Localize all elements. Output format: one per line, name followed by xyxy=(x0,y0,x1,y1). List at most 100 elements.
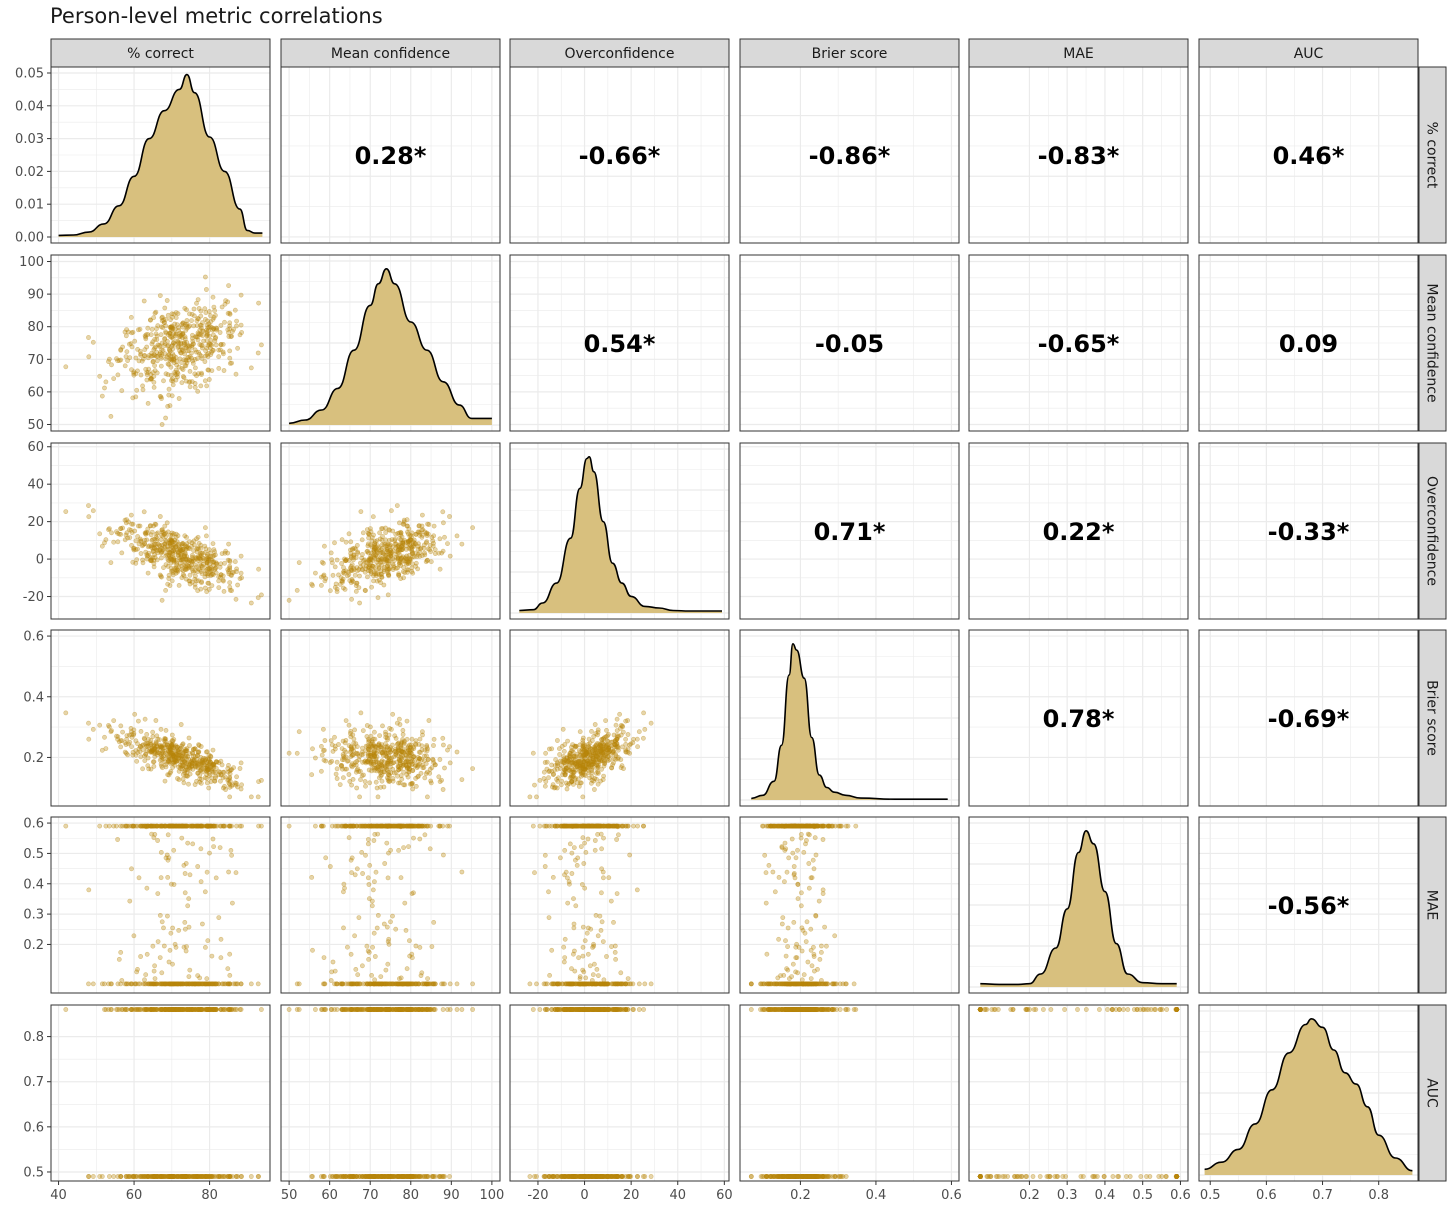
scatter-point xyxy=(202,585,208,591)
scatter-point xyxy=(600,741,606,747)
scatter-point xyxy=(158,555,164,561)
scatter-point xyxy=(180,331,186,337)
scatter-point xyxy=(185,348,190,354)
scatter-point xyxy=(394,981,400,987)
scatter-point xyxy=(391,565,397,570)
scatter-point xyxy=(129,530,135,535)
scatter-point xyxy=(785,925,791,931)
scatter-point xyxy=(580,735,586,741)
scatter-point xyxy=(394,720,400,726)
scatter-point xyxy=(207,759,213,765)
scatter-point xyxy=(597,913,603,919)
scatter-point xyxy=(590,755,596,761)
scatter-point xyxy=(377,763,383,768)
panel-r1-c5: -0.83* xyxy=(968,66,1189,244)
scatter-point xyxy=(360,728,366,733)
scatter-point xyxy=(440,735,446,741)
scatter-point xyxy=(346,531,352,537)
scatter-point xyxy=(576,784,582,789)
scatter-point xyxy=(182,351,188,357)
scatter-point xyxy=(558,782,564,788)
scatter-point xyxy=(196,566,201,572)
scatter-point xyxy=(135,368,140,374)
scatter-point xyxy=(127,535,133,540)
scatter-point xyxy=(167,740,173,746)
scatter-point xyxy=(374,768,380,774)
scatter-point xyxy=(369,535,375,540)
scatter-point xyxy=(173,354,179,360)
scatter-point xyxy=(157,955,163,960)
scatter-point xyxy=(609,944,614,949)
scatter-point xyxy=(195,973,201,978)
scatter-point xyxy=(400,823,406,829)
scatter-point xyxy=(369,584,374,590)
scatter-point xyxy=(396,571,401,577)
scatter-point xyxy=(163,330,169,336)
scatter-point xyxy=(204,332,210,338)
scatter-point xyxy=(151,545,157,550)
scatter-point xyxy=(182,748,188,754)
scatter-point xyxy=(589,766,595,772)
scatter-point xyxy=(365,875,371,881)
scatter-point xyxy=(157,514,163,519)
scatter-point xyxy=(332,968,338,974)
scatter-point xyxy=(167,333,173,339)
scatter-point xyxy=(440,852,446,858)
scatter-point xyxy=(410,768,416,773)
scatter-point xyxy=(403,928,409,933)
scatter-point xyxy=(208,352,214,357)
scatter-point xyxy=(214,327,219,333)
scatter-point xyxy=(347,731,353,736)
scatter-point xyxy=(197,327,203,333)
scatter-point xyxy=(318,823,324,829)
scatter-point xyxy=(150,359,156,365)
scatter-point xyxy=(180,320,186,326)
scatter-point xyxy=(248,981,254,987)
scatter-point xyxy=(595,832,600,837)
scatter-point xyxy=(99,543,105,549)
scatter-point xyxy=(210,316,216,322)
scatter-point xyxy=(135,967,140,972)
scatter-point xyxy=(226,869,231,875)
scatter-point xyxy=(186,565,192,571)
scatter-point xyxy=(229,900,235,906)
scatter-point xyxy=(191,756,197,762)
scatter-point xyxy=(167,331,173,336)
scatter-point xyxy=(114,733,119,739)
scatter-point xyxy=(547,973,552,978)
scatter-point xyxy=(211,547,217,552)
scatter-point xyxy=(470,525,475,531)
scatter-point xyxy=(354,785,360,791)
scatter-point xyxy=(140,557,145,563)
scatter-point xyxy=(593,745,599,751)
scatter-point xyxy=(425,981,431,987)
scatter-point xyxy=(129,330,135,336)
scatter-point xyxy=(225,766,231,771)
scatter-point xyxy=(221,368,227,373)
scatter-point xyxy=(114,529,119,534)
scatter-point xyxy=(388,508,394,514)
scatter-point xyxy=(198,322,204,328)
scatter-point xyxy=(586,762,592,768)
scatter-point xyxy=(123,532,129,538)
scatter-point xyxy=(440,823,446,829)
scatter-point xyxy=(199,580,204,586)
scatter-point xyxy=(152,336,158,342)
scatter-point xyxy=(569,871,575,876)
scatter-point xyxy=(339,537,345,543)
scatter-point xyxy=(342,885,347,891)
scatter-point xyxy=(391,770,397,776)
scatter-point xyxy=(162,351,168,356)
scatter-point xyxy=(365,837,371,842)
scatter-point xyxy=(103,537,109,543)
scatter-point xyxy=(353,967,359,972)
scatter-point xyxy=(584,751,589,756)
scatter-point xyxy=(400,545,406,551)
scatter-point xyxy=(780,915,786,920)
scatter-point xyxy=(138,954,143,959)
scatter-point xyxy=(396,848,401,853)
scatter-point xyxy=(561,959,567,965)
scatter-point xyxy=(256,300,261,306)
scatter-point xyxy=(566,823,572,829)
scatter-point xyxy=(420,823,425,829)
